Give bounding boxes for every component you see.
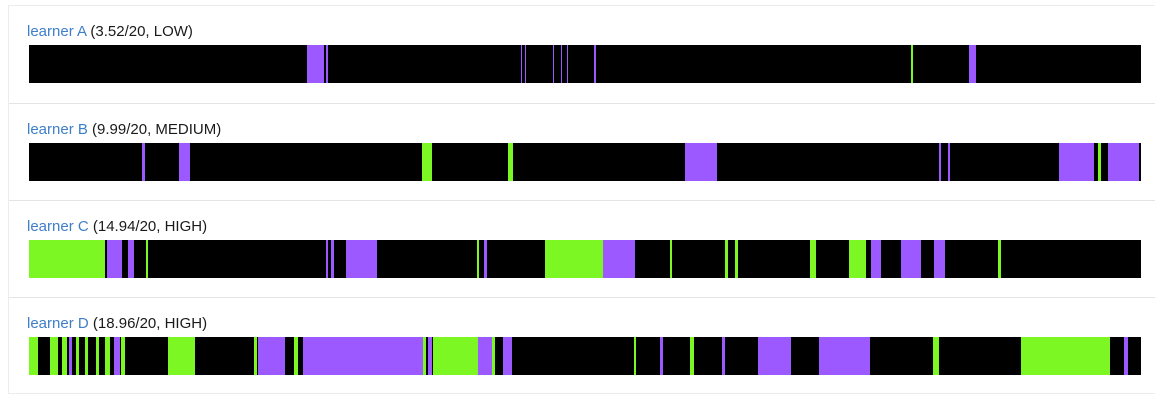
purple-activity-segment (302, 337, 423, 375)
green-activity-segment (253, 337, 257, 375)
purple-activity-segment (1058, 143, 1095, 181)
purple-activity-segment (428, 337, 432, 375)
learner-title: learner C (14.94/20, HIGH) (27, 218, 207, 236)
purple-activity-segment (685, 143, 718, 181)
green-activity-segment (95, 337, 100, 375)
learner-row-b: learner B (9.99/20, MEDIUM) (9, 103, 1155, 200)
green-activity-segment (735, 240, 739, 278)
green-activity-segment (50, 337, 58, 375)
green-activity-segment (725, 240, 729, 278)
green-activity-segment (689, 337, 694, 375)
green-activity-segment (422, 337, 426, 375)
green-activity-segment (421, 143, 432, 181)
purple-activity-segment (721, 337, 726, 375)
green-activity-segment (121, 337, 125, 375)
purple-activity-segment (179, 143, 191, 181)
activity-timeline-bar (29, 143, 1141, 181)
green-activity-segment (84, 337, 88, 375)
purple-activity-segment (113, 337, 121, 375)
purple-activity-segment (524, 45, 527, 83)
green-activity-segment (910, 45, 914, 83)
purple-activity-segment (106, 240, 123, 278)
green-activity-segment (848, 240, 867, 278)
green-activity-segment (1097, 143, 1101, 181)
learners-panel: learner A (3.52/20, LOW) learner B (9.99… (8, 5, 1155, 394)
purple-activity-segment (968, 45, 977, 83)
purple-activity-segment (602, 240, 636, 278)
purple-activity-segment (1124, 337, 1128, 375)
green-activity-segment (544, 240, 603, 278)
green-activity-segment (669, 240, 672, 278)
learner-link[interactable]: learner C (27, 218, 89, 235)
purple-activity-segment (870, 240, 881, 278)
purple-activity-segment (520, 45, 523, 83)
purple-activity-segment (818, 337, 870, 375)
green-activity-segment (809, 240, 817, 278)
learner-score: (3.52/20, LOW) (90, 23, 193, 40)
purple-activity-segment (758, 337, 791, 375)
green-activity-segment (933, 337, 939, 375)
green-activity-segment (75, 337, 80, 375)
purple-activity-segment (307, 45, 324, 83)
green-activity-segment (508, 143, 513, 181)
purple-activity-segment (325, 45, 329, 83)
purple-activity-segment (900, 240, 921, 278)
green-activity-segment (491, 337, 495, 375)
green-activity-segment (432, 337, 479, 375)
learner-score: (14.94/20, HIGH) (92, 218, 208, 235)
learner-score: (18.96/20, HIGH) (92, 315, 208, 332)
activity-timeline-bar (29, 240, 1141, 278)
purple-activity-segment (659, 337, 663, 375)
green-activity-segment (29, 240, 105, 278)
purple-activity-segment (593, 45, 596, 83)
purple-activity-segment (478, 337, 492, 375)
purple-activity-segment (947, 143, 950, 181)
learner-link[interactable]: learner B (27, 121, 88, 138)
green-activity-segment (1020, 337, 1110, 375)
purple-activity-segment (938, 143, 941, 181)
purple-activity-segment (552, 45, 555, 83)
learner-title: learner B (9.99/20, MEDIUM) (27, 121, 221, 139)
green-activity-segment (62, 337, 67, 375)
learner-title: learner D (18.96/20, HIGH) (27, 315, 207, 333)
purple-activity-segment (325, 240, 329, 278)
learner-link[interactable]: learner D (27, 315, 89, 332)
learner-link[interactable]: learner A (27, 23, 87, 40)
purple-activity-segment (331, 240, 334, 278)
purple-activity-segment (567, 45, 569, 83)
green-activity-segment (29, 337, 38, 375)
green-activity-segment (633, 337, 637, 375)
learner-score: (9.99/20, MEDIUM) (92, 121, 222, 138)
learner-row-c: learner C (14.94/20, HIGH) (9, 200, 1155, 297)
learner-row-a: learner A (3.52/20, LOW) (9, 6, 1155, 103)
green-activity-segment (168, 337, 195, 375)
green-activity-segment (104, 337, 111, 375)
purple-activity-segment (1107, 143, 1139, 181)
green-activity-segment (293, 337, 299, 375)
purple-activity-segment (560, 45, 562, 83)
purple-activity-segment (483, 240, 488, 278)
purple-activity-segment (69, 337, 73, 375)
purple-activity-segment (345, 240, 378, 278)
learner-title: learner A (3.52/20, LOW) (27, 23, 193, 41)
purple-activity-segment (142, 143, 145, 181)
green-activity-segment (145, 240, 148, 278)
green-activity-segment (477, 240, 480, 278)
purple-activity-segment (127, 240, 134, 278)
purple-activity-segment (258, 337, 285, 375)
learner-row-d: learner D (18.96/20, HIGH) (9, 297, 1155, 395)
purple-activity-segment (934, 240, 946, 278)
activity-timeline-bar (29, 45, 1141, 83)
activity-timeline-bar (29, 337, 1141, 375)
green-activity-segment (997, 240, 1001, 278)
purple-activity-segment (502, 337, 512, 375)
